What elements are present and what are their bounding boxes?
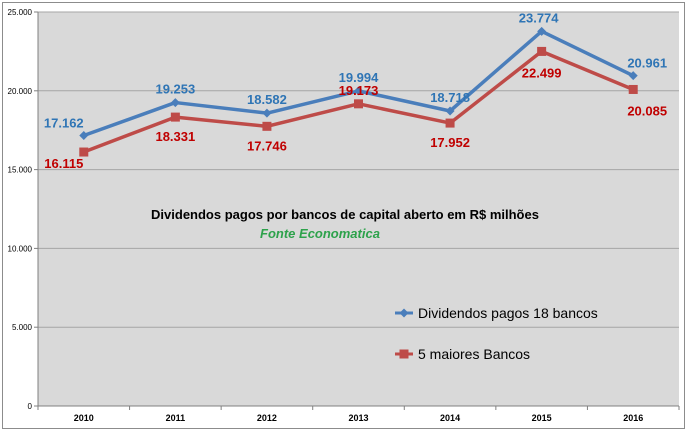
chart-title: Dividendos pagos por bancos de capital a… bbox=[151, 207, 539, 222]
y-tick-label-1: 5.000 bbox=[12, 323, 33, 332]
data-label-s2-2015: 22.499 bbox=[522, 65, 562, 80]
y-tick-label-4: 20.000 bbox=[8, 87, 33, 96]
data-label-s1-2016: 20.961 bbox=[627, 56, 667, 71]
x-tick-label-2012: 2012 bbox=[257, 413, 277, 423]
data-label-s1-2013: 19.994 bbox=[339, 70, 380, 85]
data-label-s1-2015: 23.774 bbox=[519, 10, 560, 25]
point-s1-2015 bbox=[537, 26, 547, 36]
point-s2-2016 bbox=[628, 84, 638, 94]
x-tick-label-2015: 2015 bbox=[532, 413, 552, 423]
x-tick-label-2014: 2014 bbox=[440, 413, 460, 423]
y-tick-label-0: 0 bbox=[28, 402, 33, 411]
point-s2-2010 bbox=[79, 147, 89, 157]
data-label-s2-2010: 16.115 bbox=[44, 156, 83, 171]
series-layer bbox=[79, 26, 638, 157]
x-tick-label-2011: 2011 bbox=[166, 413, 186, 423]
x-tick-label-2010: 2010 bbox=[74, 413, 94, 423]
y-tick-label-2: 10.000 bbox=[8, 244, 33, 253]
point-s2-2014 bbox=[445, 118, 455, 128]
y-tick-label-3: 15.000 bbox=[8, 166, 33, 175]
legend-label-series-1: Dividendos pagos 18 bancos bbox=[418, 305, 598, 321]
data-label-s2-2013: 19.173 bbox=[339, 83, 379, 98]
data-label-s1-2014: 18.718 bbox=[430, 90, 470, 105]
x-axis-ticks: 2010 2011 2012 2013 2014 2015 2016 bbox=[37, 406, 680, 423]
data-label-s2-2016: 20.085 bbox=[627, 103, 667, 118]
point-s1-2016 bbox=[628, 71, 638, 81]
point-s1-2012 bbox=[262, 108, 272, 118]
data-label-s2-2014: 17.952 bbox=[430, 135, 470, 150]
point-s2-2015 bbox=[537, 46, 547, 56]
y-axis-ticks: 0 5.000 10.000 15.000 20.000 25.000 bbox=[8, 8, 39, 411]
legend-marker-series-2 bbox=[399, 349, 409, 359]
point-s1-2013 bbox=[354, 86, 363, 96]
point-s1-2010 bbox=[79, 131, 89, 141]
data-label-s1-2012: 18.582 bbox=[247, 92, 287, 107]
data-label-s1-2010: 17.162 bbox=[44, 116, 84, 131]
chart-subtitle: Fonte Economatica bbox=[260, 226, 380, 241]
data-label-s2-2012: 17.746 bbox=[247, 138, 287, 153]
y-tick-label-5: 25.000 bbox=[8, 8, 33, 17]
point-s1-2011 bbox=[170, 98, 180, 108]
data-labels: 17.162 19.253 18.582 19.994 18.718 23.774 20.9… bbox=[44, 10, 667, 171]
point-s2-2012 bbox=[262, 121, 272, 131]
point-s2-2011 bbox=[170, 112, 180, 122]
point-s1-2014 bbox=[445, 106, 455, 116]
point-s2-2013 bbox=[354, 99, 363, 109]
data-label-s1-2011: 19.253 bbox=[155, 82, 195, 97]
plot-area bbox=[38, 12, 679, 406]
legend: Dividendos pagos 18 bancos 5 maiores Ban… bbox=[395, 305, 598, 362]
legend-marker-series-1 bbox=[399, 308, 409, 318]
x-tick-label-2016: 2016 bbox=[623, 413, 643, 423]
legend-label-series-2: 5 maiores Bancos bbox=[418, 346, 530, 362]
data-label-s2-2011: 18.331 bbox=[155, 129, 195, 144]
x-tick-label-2013: 2013 bbox=[348, 413, 368, 423]
